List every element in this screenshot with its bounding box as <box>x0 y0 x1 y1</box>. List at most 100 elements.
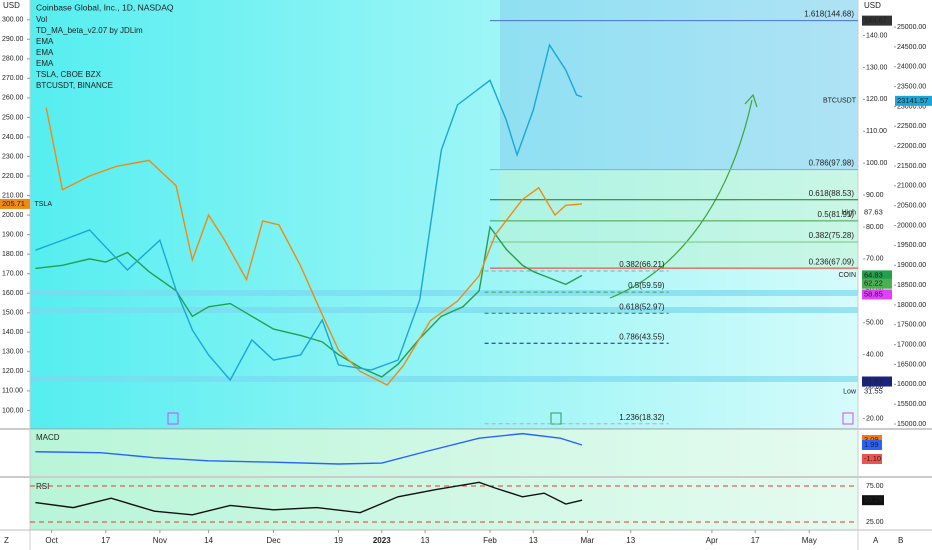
tick-label: 190.00 <box>2 231 24 238</box>
tick-label: 270.00 <box>2 75 24 82</box>
tick-label: 230.00 <box>2 153 24 160</box>
x-tick-label: 14 <box>204 536 213 545</box>
price-tag: 62.22 <box>864 279 883 288</box>
toolbar-icon[interactable]: B <box>898 536 903 545</box>
price-tag-bg <box>0 198 30 209</box>
x-tick-label: May <box>802 536 817 545</box>
arrow-head <box>744 93 758 108</box>
zone-band <box>30 290 858 296</box>
tick-label: 240.00 <box>2 134 24 141</box>
tick-label: 16500.00 <box>897 361 926 368</box>
tick-label: 25.00 <box>866 519 884 526</box>
tick-label: 130.00 <box>2 349 24 356</box>
toolbar-icon[interactable]: A <box>873 536 879 545</box>
tick-label: 40.00 <box>866 351 884 358</box>
tick-label: 25000.00 <box>897 24 926 31</box>
price-tag: 23141.57 <box>897 96 928 105</box>
x-tick-label: Nov <box>153 536 167 545</box>
fib-label: 0.786(43.55) <box>619 332 665 341</box>
price-tag-name: TSLA <box>34 201 52 208</box>
x-tick-label: 17 <box>751 536 760 545</box>
fib-label: 0.236(67.09) <box>809 257 855 266</box>
tick-label: 19500.00 <box>897 242 926 249</box>
pane-title: RSI <box>36 482 49 491</box>
price-tag-bg <box>895 95 932 106</box>
tick-label: 50.00 <box>866 320 884 327</box>
chart-title: Coinbase Global, Inc., 1D, NASDAQ <box>36 2 174 12</box>
price-tag-bg <box>862 15 892 26</box>
price-tag: 64.83 <box>864 270 883 279</box>
tick-label: 210.00 <box>2 192 24 199</box>
tick-label: 30.00 <box>866 383 884 390</box>
x-tick-label: 19 <box>334 536 343 545</box>
tick-label: 19000.00 <box>897 262 926 269</box>
legend-entry: TD_MA_beta_v2.07 by JDLim <box>36 26 143 35</box>
macd-line <box>35 432 583 465</box>
fib-label: 0.618(88.53) <box>809 189 855 198</box>
fib-label: 0.5(81.91) <box>818 210 855 219</box>
tick-label: 280.00 <box>2 56 24 63</box>
price-tag: 144.67 <box>864 16 887 25</box>
price-tag-name: BTCUSDT <box>823 98 857 105</box>
tick-label: 180.00 <box>2 251 24 258</box>
tick-label: 90.00 <box>866 192 884 199</box>
forecast-arrow <box>609 99 753 299</box>
tick-label: 17000.00 <box>897 341 926 348</box>
tick-label: 150.00 <box>2 310 24 317</box>
tick-label: 70.00 <box>866 256 884 263</box>
tick-label: 20500.00 <box>897 203 926 210</box>
tick-label: 23000.00 <box>897 103 926 110</box>
tick-label: 80.00 <box>866 224 884 231</box>
x-tick-label: 13 <box>529 536 538 545</box>
toolbar-icon[interactable]: Z <box>4 536 9 545</box>
fib-label: 0.786(97.98) <box>809 159 855 168</box>
series-line <box>45 107 583 386</box>
price-tag-name: COIN <box>839 272 857 279</box>
tick-label: 100.00 <box>2 407 24 414</box>
tick-label: 16000.00 <box>897 381 926 388</box>
fib-label: 1.618(144.68) <box>804 10 854 19</box>
x-tick-label: 2023 <box>373 536 391 545</box>
legend-entry: BTCUSDT, BINANCE <box>36 81 113 90</box>
tick-label: 75.00 <box>866 483 884 490</box>
legend-entry: Vol <box>36 15 47 24</box>
fib-zone <box>500 170 858 270</box>
axis-unit: USD <box>864 1 881 10</box>
x-tick-label: 13 <box>626 536 635 545</box>
tick-label: 18500.00 <box>897 282 926 289</box>
tick-label: 300.00 <box>2 17 24 24</box>
zone-band <box>30 376 858 382</box>
tick-label: 15000.00 <box>897 421 926 428</box>
tick-label: 140.00 <box>866 32 888 39</box>
tick-label: 160.00 <box>2 290 24 297</box>
tick-label: 24500.00 <box>897 44 926 51</box>
tick-label: 21000.00 <box>897 183 926 190</box>
tick-label: 120.00 <box>2 368 24 375</box>
x-tick-label: Mar <box>581 536 595 545</box>
tick-label: 24000.00 <box>897 64 926 71</box>
tick-label: 260.00 <box>2 95 24 102</box>
rsi-line <box>35 481 583 516</box>
fib-label: 0.618(52.97) <box>619 302 665 311</box>
tick-label: 100.00 <box>866 160 888 167</box>
legend-entry: TSLA, CBOE BZX <box>36 70 102 79</box>
legend-entry: EMA <box>36 48 54 57</box>
tick-label: 200.00 <box>2 212 24 219</box>
x-tick-label: Feb <box>483 536 497 545</box>
tick-label: 110.00 <box>866 128 887 135</box>
price-tag: -1.10 <box>864 454 881 463</box>
price-tag-bg <box>862 440 882 451</box>
price-tag: 1.99 <box>864 440 879 449</box>
x-tick-label: Apr <box>706 536 719 545</box>
price-tag: 31.55 <box>864 387 883 396</box>
price-tag: 3.09 <box>864 435 879 444</box>
tick-label: 20.00 <box>866 415 884 422</box>
tick-label: 15500.00 <box>897 401 926 408</box>
tick-label: 22500.00 <box>897 123 926 130</box>
tick-label: 21500.00 <box>897 163 926 170</box>
tick-label: 120.00 <box>866 96 888 103</box>
x-tick-label: 17 <box>101 536 110 545</box>
price-tag-bg <box>862 454 882 465</box>
pane-title: MACD <box>36 433 60 442</box>
fib-label: 0.382(75.28) <box>809 231 855 240</box>
